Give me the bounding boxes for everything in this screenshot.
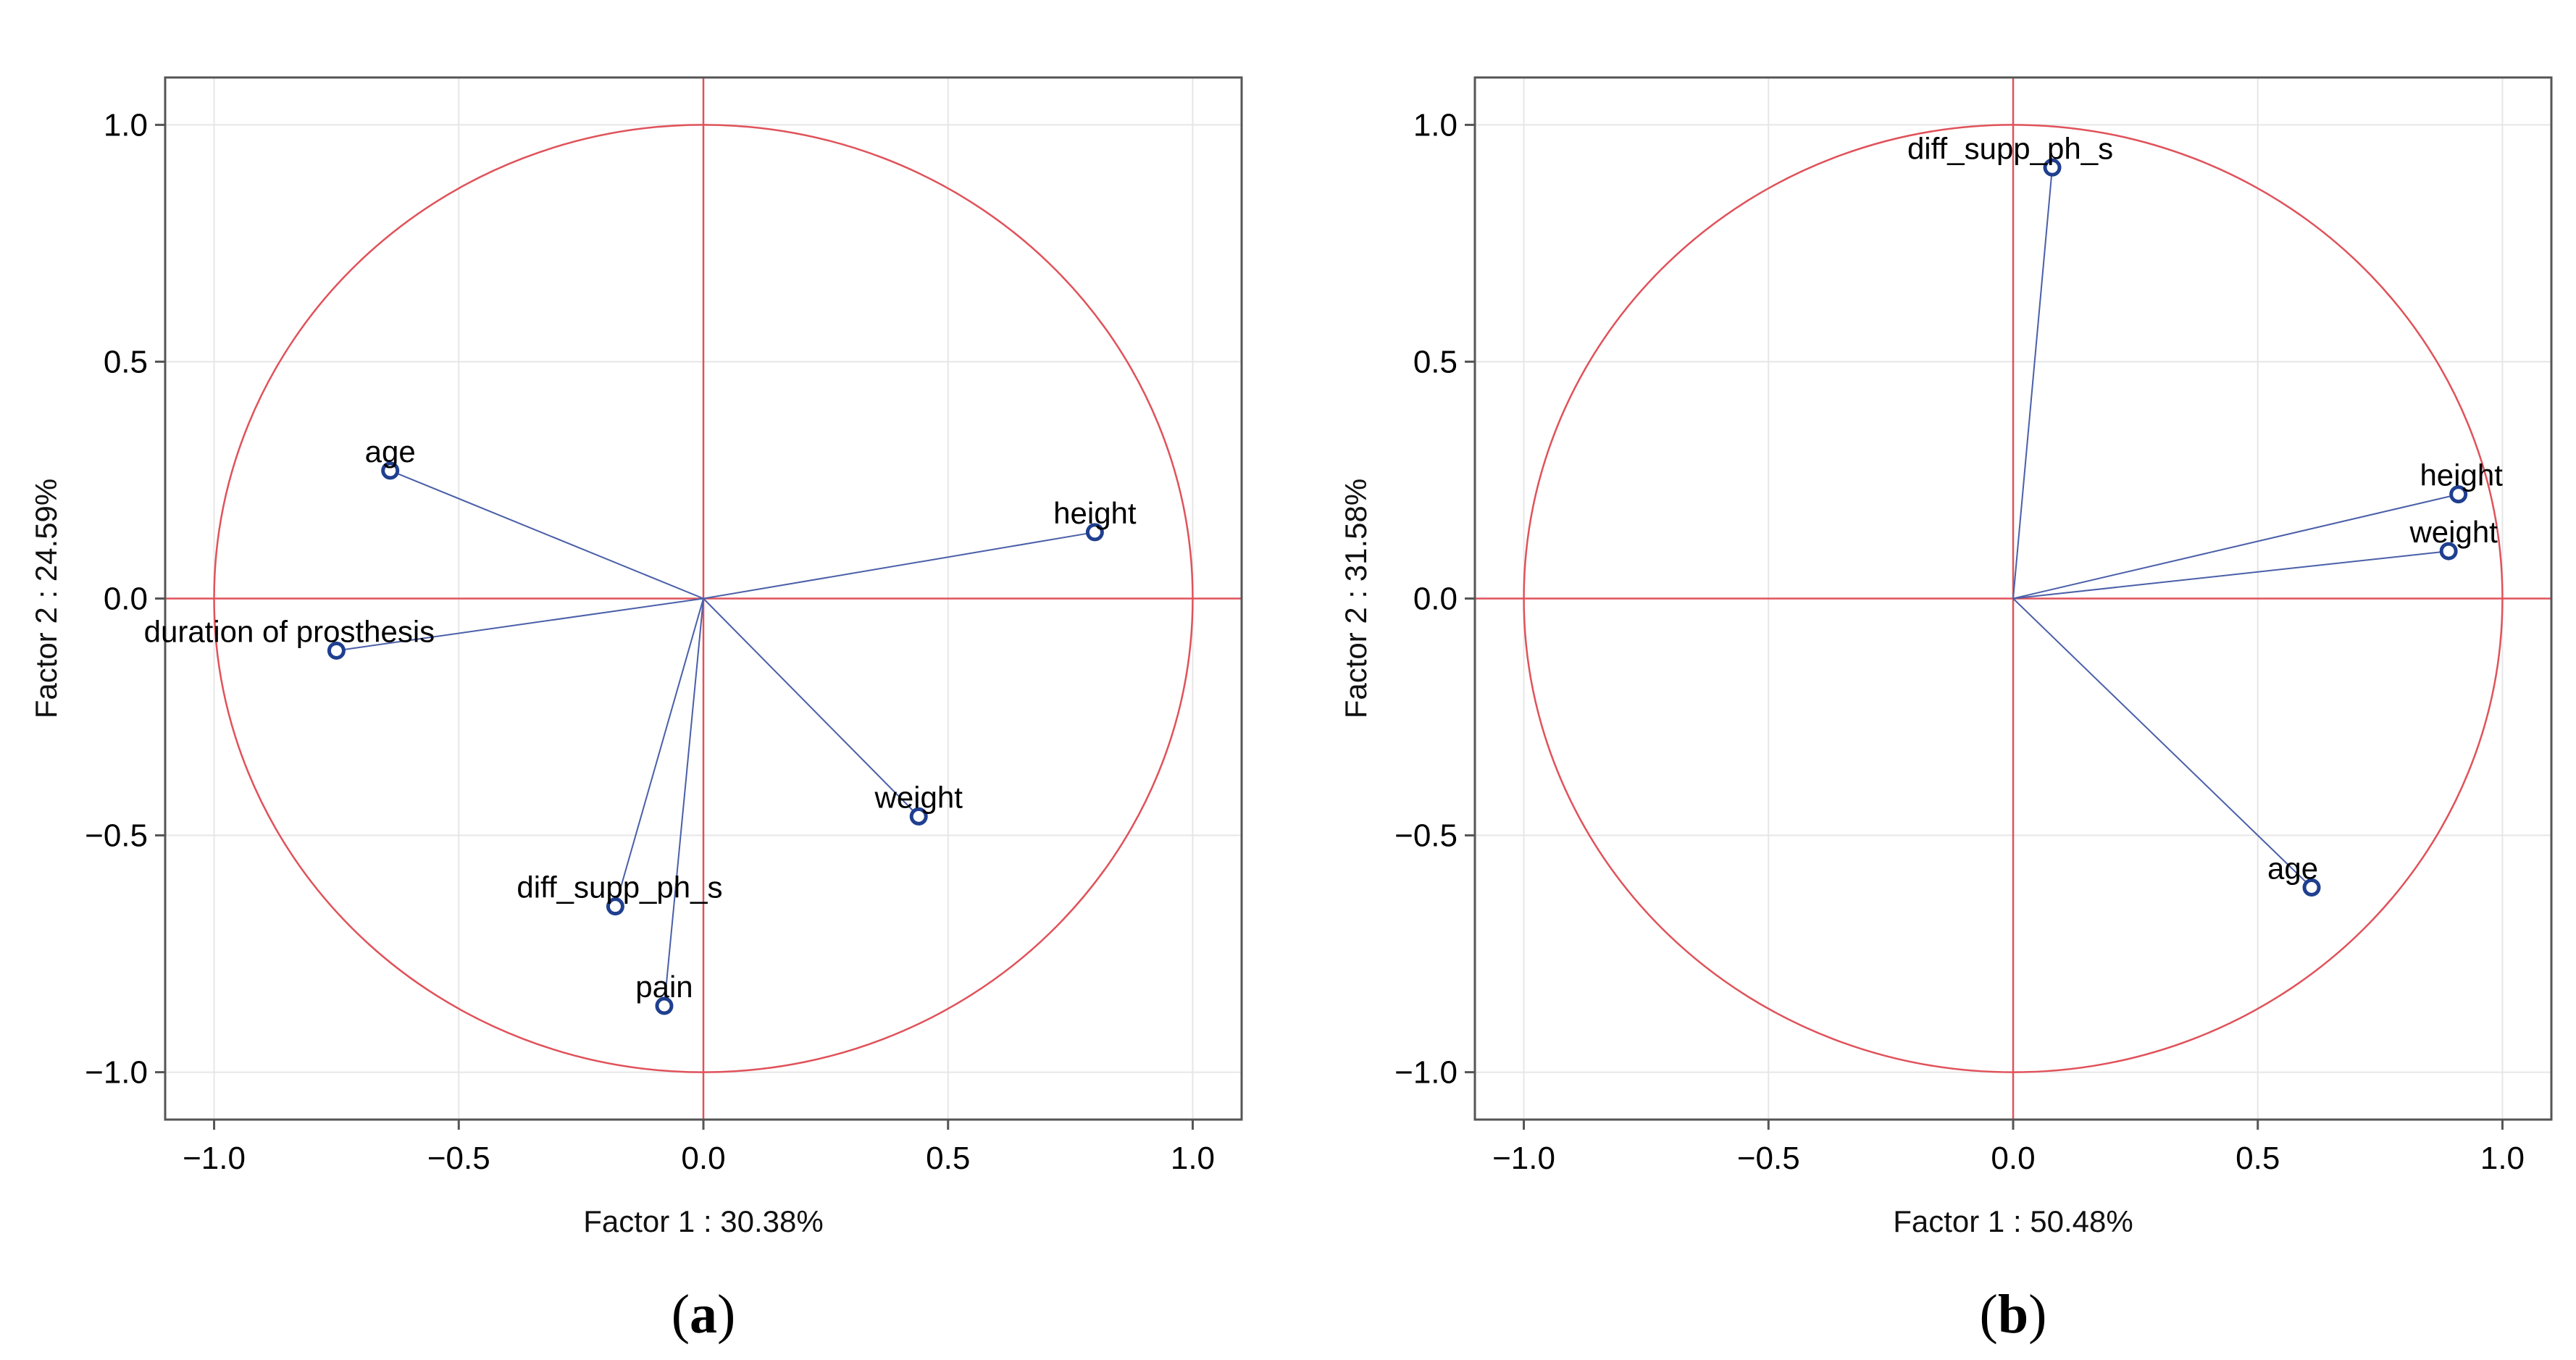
variable-label: pain — [635, 970, 693, 1004]
loading-point — [381, 461, 400, 480]
loading-vector — [2012, 550, 2449, 600]
y-tick-label: 1.0 — [104, 107, 148, 143]
y-tick-label: −1.0 — [85, 1055, 148, 1091]
variable-label: weight — [2409, 515, 2498, 549]
loading-vector — [390, 469, 704, 600]
x-tick-label: −1.0 — [1492, 1141, 1555, 1176]
x-tick-label: 0.0 — [681, 1141, 725, 1176]
x-axis-title: Factor 1 : 30.38% — [583, 1204, 824, 1238]
panel-caption: (a) — [672, 1284, 736, 1345]
y-tick-label: 0.0 — [104, 582, 148, 617]
y-tick-label: 0.0 — [1413, 582, 1458, 617]
loading-point — [2302, 878, 2321, 897]
loading-vector — [2012, 597, 2312, 889]
loading-point — [1085, 523, 1104, 542]
variable-label: height — [1053, 496, 1137, 530]
loading-point — [2043, 158, 2062, 177]
y-axis-title: Factor 2 : 31.58% — [1339, 479, 1373, 719]
variable-label: height — [2420, 458, 2503, 492]
caption-paren-open: ( — [672, 1284, 690, 1345]
caption-paren-open: ( — [1980, 1284, 1998, 1345]
x-tick-label: −0.5 — [427, 1141, 490, 1176]
x-tick-label: −0.5 — [1737, 1141, 1800, 1176]
panel-caption: (b) — [1980, 1284, 2047, 1345]
loading-vector — [2012, 167, 2054, 599]
caption-paren-close: ) — [717, 1284, 735, 1345]
y-tick-label: −1.0 — [1394, 1055, 1458, 1091]
y-tick-label: −0.5 — [1394, 818, 1458, 854]
loading-vector — [663, 598, 704, 1007]
variable-label: duration of prosthesis — [144, 614, 435, 648]
loading-vector — [2012, 493, 2459, 600]
y-tick-label: −0.5 — [85, 818, 148, 854]
caption-letter: b — [1998, 1284, 2028, 1345]
loading-point — [655, 996, 674, 1015]
x-tick-label: 1.0 — [1171, 1141, 1215, 1176]
y-tick-label: 0.5 — [104, 344, 148, 379]
x-tick-label: 0.5 — [2236, 1141, 2280, 1176]
variable-label: age — [365, 435, 416, 469]
loading-point — [909, 807, 928, 826]
x-axis-title: Factor 1 : 50.48% — [1893, 1204, 2133, 1238]
variable-label: weight — [874, 780, 963, 814]
loading-vector — [336, 597, 704, 652]
variable-label: age — [2267, 851, 2318, 885]
loading-vector — [614, 598, 704, 907]
panel-a: −1.0 −0.5 0.0 0.5 1.0 −1.0 −0.5 0.0 0.5 1.0 Factor… — [29, 76, 1243, 1345]
y-tick-label: 0.5 — [1413, 344, 1458, 379]
y-tick-label: 1.0 — [1413, 107, 1458, 143]
variable-label: diff_supp_ph_s — [1907, 131, 2113, 165]
loading-vector — [703, 597, 919, 818]
x-tick-label: 0.0 — [1991, 1141, 2035, 1176]
y-axis-title: Factor 2 : 24.59% — [29, 479, 63, 719]
loading-point — [606, 897, 624, 916]
x-tick-label: 1.0 — [2480, 1141, 2525, 1176]
loading-point — [327, 641, 346, 660]
caption-letter: a — [690, 1284, 717, 1345]
caption-paren-close: ) — [2028, 1284, 2046, 1345]
loading-vector — [703, 531, 1095, 600]
loading-point — [2449, 485, 2468, 504]
x-tick-label: 0.5 — [926, 1141, 970, 1176]
x-tick-label: −1.0 — [183, 1141, 246, 1176]
loading-point — [2439, 542, 2458, 561]
panel-b: −1.0 −0.5 0.0 0.5 1.0 −1.0 −0.5 0.0 0.5 1.0 Factor… — [1339, 76, 2553, 1345]
variable-label: diff_supp_ph_s — [517, 870, 722, 904]
